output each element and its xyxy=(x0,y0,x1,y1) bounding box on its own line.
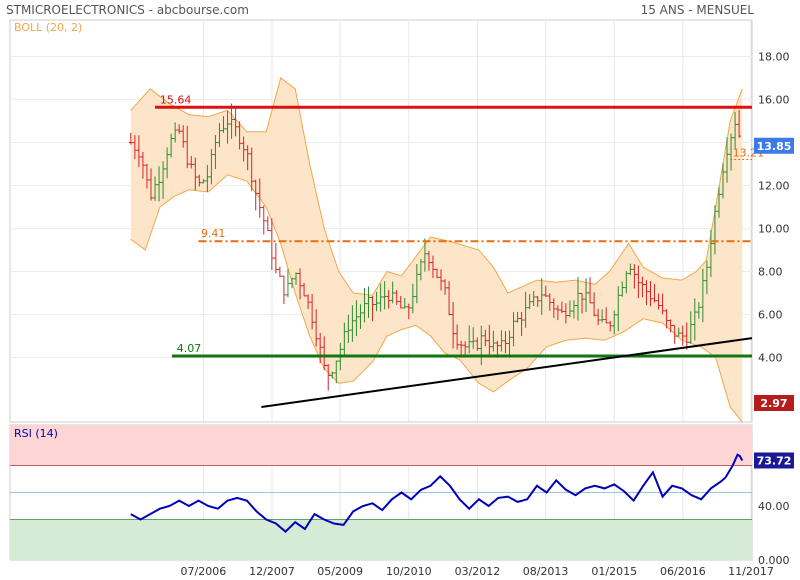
bollinger-legend-label: BOLL (20, 2) xyxy=(14,21,82,34)
price-y-tick-label: 16.00 xyxy=(758,94,790,107)
middle-level-label: 9.41 xyxy=(201,227,226,240)
price-y-tick-label: 10.00 xyxy=(758,223,790,236)
bollinger-lower-line xyxy=(130,174,743,423)
price-y-tick-label: 12.00 xyxy=(758,180,790,193)
rsi-value-badge-text: 73.72 xyxy=(757,454,792,467)
rsi-value-badge xyxy=(754,452,794,469)
rsi-y-tick-label: 0.000 xyxy=(758,554,790,567)
x-tick-label: 12/2007 xyxy=(249,565,295,578)
last-price-badge-text: 13.85 xyxy=(757,140,792,153)
rsi-overbought-zone xyxy=(10,425,752,466)
rsi-y-tick-label: 40.00 xyxy=(758,500,790,513)
price-y-tick-label: 4.00 xyxy=(758,352,783,365)
bollinger-band-fill xyxy=(130,78,743,422)
price-y-tick-label: 6.00 xyxy=(758,309,783,322)
last-price-badge xyxy=(754,137,794,154)
x-tick-label: 10/2010 xyxy=(386,565,432,578)
x-tick-label: 06/2016 xyxy=(660,565,706,578)
x-tick-label: 08/2013 xyxy=(523,565,569,578)
chart-header-period: 15 ANS - MENSUEL xyxy=(640,3,754,17)
x-tick-label: 03/2012 xyxy=(455,565,501,578)
price-y-tick-label: 8.00 xyxy=(758,266,783,279)
x-tick-label: 07/2006 xyxy=(181,565,227,578)
rsi-oversold-zone xyxy=(10,519,752,560)
price-y-tick-label: 18.00 xyxy=(758,51,790,64)
x-tick-label: 01/2015 xyxy=(591,565,637,578)
rsi-legend-label: RSI (14) xyxy=(14,427,58,440)
price-panel-frame xyxy=(9,19,753,423)
x-tick-label: 05/2009 xyxy=(317,565,363,578)
rsi-line xyxy=(130,453,744,533)
chart-header-title: STMICROELECTRONICS - abcbourse.com xyxy=(6,3,249,17)
low-price-badge xyxy=(754,395,794,411)
x-tick-label: 11/2017 xyxy=(728,565,774,578)
support-label: 4.07 xyxy=(177,342,202,355)
trendline xyxy=(261,337,753,408)
low-price-badge-text: 2.97 xyxy=(760,397,787,410)
resistance-label: 15.64 xyxy=(160,93,192,106)
